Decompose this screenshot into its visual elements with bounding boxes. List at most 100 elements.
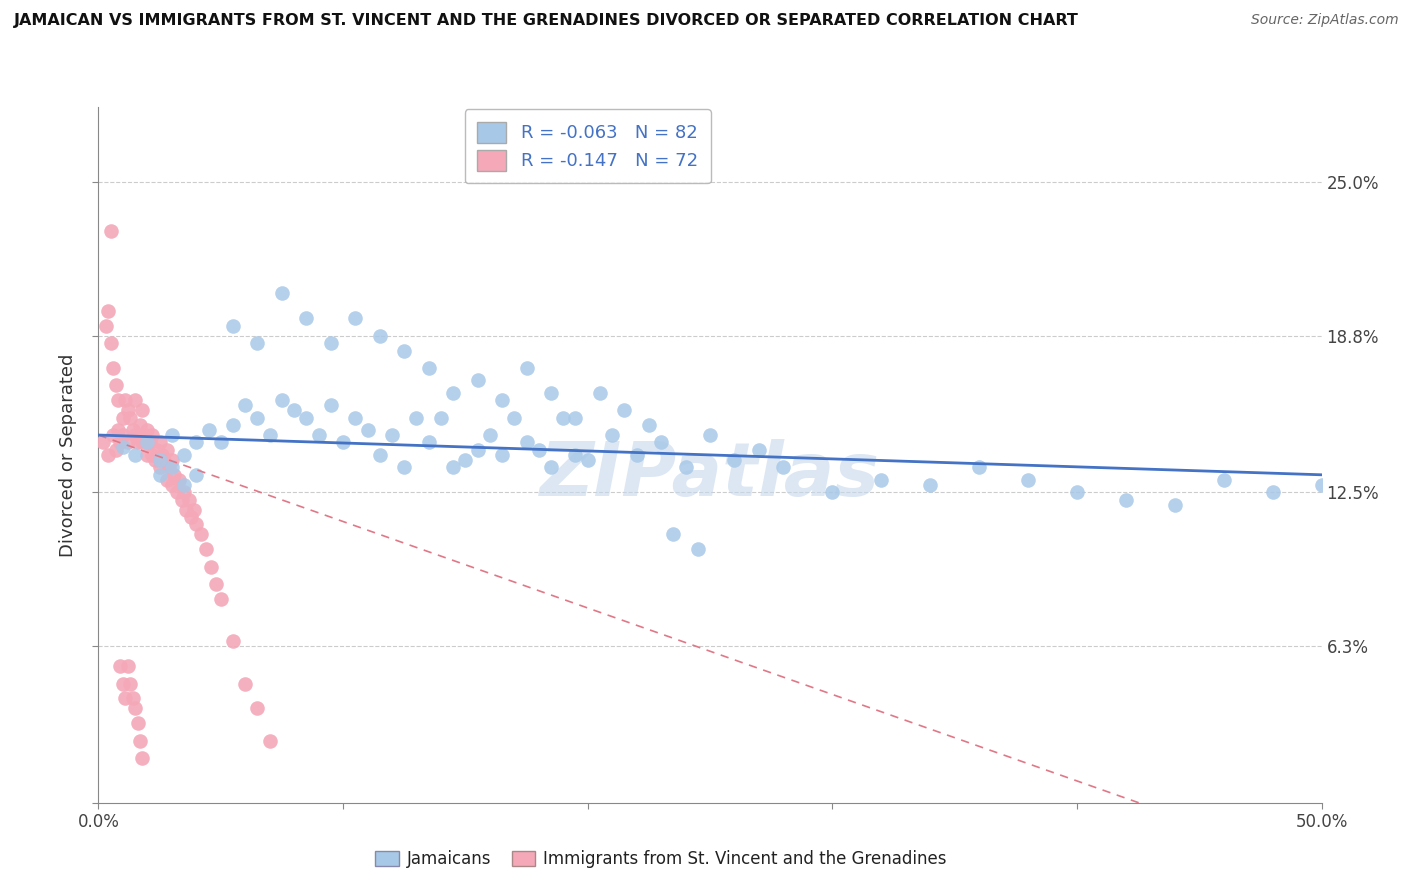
Point xyxy=(491,393,513,408)
Point xyxy=(101,361,124,376)
Point xyxy=(167,473,190,487)
Point xyxy=(149,467,172,482)
Point xyxy=(650,435,672,450)
Point xyxy=(120,410,142,425)
Point xyxy=(127,435,149,450)
Point xyxy=(136,423,159,437)
Point xyxy=(454,453,477,467)
Point xyxy=(441,385,464,400)
Point xyxy=(111,410,134,425)
Text: JAMAICAN VS IMMIGRANTS FROM ST. VINCENT AND THE GRENADINES DIVORCED OR SEPARATED: JAMAICAN VS IMMIGRANTS FROM ST. VINCENT … xyxy=(14,13,1078,29)
Point xyxy=(613,403,636,417)
Point xyxy=(170,492,193,507)
Point xyxy=(149,453,172,467)
Point xyxy=(626,448,648,462)
Point xyxy=(209,435,232,450)
Point xyxy=(124,701,146,715)
Point xyxy=(129,418,152,433)
Point xyxy=(200,559,222,574)
Point xyxy=(1017,473,1039,487)
Point xyxy=(131,751,153,765)
Point xyxy=(205,577,228,591)
Point xyxy=(381,428,404,442)
Point xyxy=(160,428,183,442)
Point xyxy=(124,393,146,408)
Point xyxy=(117,435,139,450)
Point xyxy=(662,527,685,541)
Point xyxy=(418,361,440,376)
Point xyxy=(190,527,212,541)
Point xyxy=(209,592,232,607)
Point xyxy=(111,428,134,442)
Point xyxy=(1212,473,1234,487)
Point xyxy=(699,428,721,442)
Point xyxy=(467,373,489,387)
Point xyxy=(107,423,129,437)
Point xyxy=(478,428,501,442)
Point xyxy=(392,343,416,358)
Point xyxy=(173,448,195,462)
Point xyxy=(1261,485,1284,500)
Point xyxy=(97,448,120,462)
Point xyxy=(308,428,330,442)
Point xyxy=(283,403,305,417)
Point xyxy=(110,659,132,673)
Point xyxy=(160,477,183,491)
Point xyxy=(100,224,122,238)
Point xyxy=(114,691,136,706)
Point xyxy=(295,311,318,326)
Point xyxy=(418,435,440,450)
Point xyxy=(259,428,281,442)
Point xyxy=(540,385,562,400)
Point xyxy=(117,403,139,417)
Point xyxy=(124,428,146,442)
Point xyxy=(967,460,990,475)
Point xyxy=(150,448,173,462)
Point xyxy=(222,418,245,433)
Point xyxy=(1164,498,1187,512)
Point xyxy=(723,453,745,467)
Point xyxy=(136,435,159,450)
Point xyxy=(157,460,180,475)
Point xyxy=(368,448,391,462)
Point xyxy=(1115,492,1137,507)
Point xyxy=(173,485,195,500)
Point xyxy=(233,676,256,690)
Point xyxy=(675,460,697,475)
Point xyxy=(149,460,172,475)
Point xyxy=(127,716,149,731)
Point xyxy=(91,435,114,450)
Point xyxy=(97,303,120,318)
Point xyxy=(121,423,143,437)
Point xyxy=(186,467,208,482)
Point xyxy=(503,410,526,425)
Point xyxy=(246,701,269,715)
Point xyxy=(1066,485,1088,500)
Point xyxy=(772,460,794,475)
Point xyxy=(110,435,132,450)
Legend: Jamaicans, Immigrants from St. Vincent and the Grenadines: Jamaicans, Immigrants from St. Vincent a… xyxy=(368,843,953,874)
Point xyxy=(177,492,200,507)
Point xyxy=(186,435,208,450)
Point xyxy=(149,435,172,450)
Point xyxy=(356,423,378,437)
Point xyxy=(319,398,342,412)
Point xyxy=(183,502,205,516)
Point xyxy=(405,410,427,425)
Point xyxy=(1310,477,1333,491)
Point xyxy=(319,336,342,351)
Point xyxy=(101,428,124,442)
Point xyxy=(141,428,163,442)
Point xyxy=(589,385,612,400)
Point xyxy=(197,423,219,437)
Point xyxy=(270,286,294,301)
Point xyxy=(104,378,127,392)
Point xyxy=(748,442,770,457)
Point xyxy=(136,448,159,462)
Point xyxy=(139,435,162,450)
Point xyxy=(821,485,844,500)
Point xyxy=(166,485,188,500)
Point xyxy=(222,318,245,333)
Point xyxy=(222,634,245,648)
Point xyxy=(515,361,537,376)
